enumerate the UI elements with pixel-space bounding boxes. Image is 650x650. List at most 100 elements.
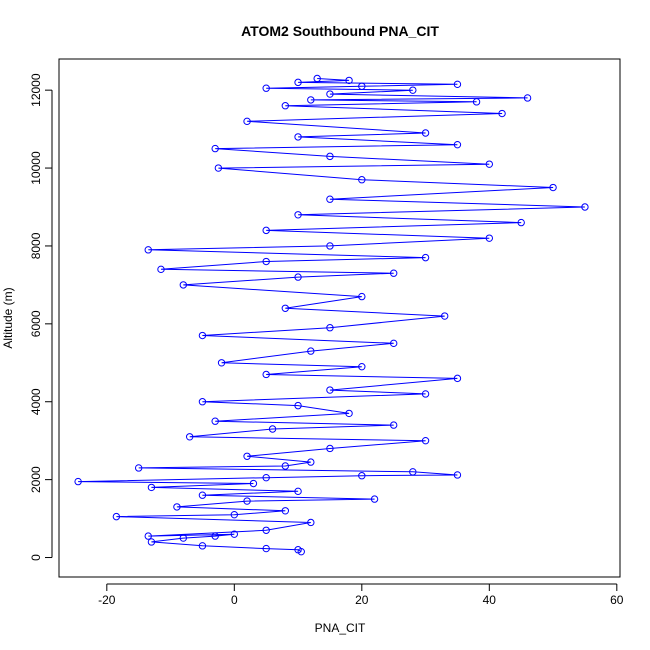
- x-axis: -20 0 20 40 60: [98, 583, 624, 607]
- data-point: [326, 242, 334, 250]
- data-point: [358, 472, 366, 480]
- data-point: [112, 512, 121, 521]
- data-point: [421, 436, 430, 445]
- data-point: [211, 532, 219, 540]
- data-point: [262, 370, 270, 379]
- data-point: [326, 444, 334, 453]
- data-point: [485, 160, 494, 168]
- data-point: [307, 458, 315, 466]
- data-point: [453, 374, 462, 383]
- data-point: [294, 78, 302, 87]
- data-point: [472, 98, 481, 106]
- data-point: [134, 464, 143, 472]
- data-point: [157, 265, 165, 274]
- y-tick-label: 12000: [29, 73, 43, 107]
- data-point: [147, 483, 156, 492]
- data-point: [294, 273, 302, 281]
- data-point: [421, 390, 430, 398]
- data-point: [485, 234, 494, 242]
- plot-area: [58, 58, 621, 578]
- data-point: [421, 129, 430, 137]
- data-point: [281, 507, 290, 515]
- data-point: [262, 526, 270, 534]
- data-point: [74, 477, 82, 486]
- data-point: [453, 80, 462, 89]
- data-point: [144, 532, 152, 540]
- data-point: [307, 518, 315, 527]
- data-point: [294, 133, 302, 141]
- y-axis-label: Altitude (m): [1, 287, 15, 348]
- x-tick-label: 60: [610, 593, 624, 607]
- data-point: [549, 183, 557, 192]
- data-point: [198, 491, 207, 499]
- data-point: [262, 473, 270, 482]
- data-point: [147, 538, 156, 546]
- data-point: [307, 347, 315, 355]
- chart-title: ATOM2 Southbound PNA_CIT: [241, 23, 439, 39]
- data-point: [345, 76, 353, 85]
- data-point: [345, 409, 353, 418]
- data-point: [214, 164, 223, 172]
- x-tick-label: -20: [98, 593, 116, 607]
- data-point: [370, 495, 379, 503]
- data-point: [453, 471, 462, 479]
- data-point: [307, 96, 315, 104]
- y-tick-label: 8000: [29, 232, 43, 259]
- data-point: [358, 176, 366, 184]
- data-point: [281, 102, 290, 110]
- y-tick-label: 2000: [29, 466, 43, 493]
- y-tick-label: 6000: [29, 310, 43, 337]
- data-point: [294, 487, 302, 496]
- data-point: [453, 140, 462, 149]
- x-tick-label: 40: [483, 593, 497, 607]
- data-point: [262, 84, 270, 92]
- data-point: [409, 86, 417, 94]
- data-point: [281, 462, 290, 470]
- data-point: [517, 218, 525, 227]
- data-point: [389, 421, 398, 429]
- data-point: [358, 362, 366, 371]
- data-point: [498, 109, 506, 118]
- data-point: [268, 425, 277, 433]
- data-point: [211, 144, 219, 153]
- data-point: [326, 90, 334, 98]
- data-point: [179, 534, 188, 542]
- data-point: [523, 94, 532, 102]
- data-point: [243, 117, 251, 126]
- data-point: [198, 331, 207, 340]
- series-line: [78, 78, 585, 553]
- data-point: [326, 195, 334, 203]
- data-point: [185, 433, 194, 441]
- data-point: [326, 152, 334, 161]
- data-point: [262, 226, 270, 235]
- data-point: [211, 417, 219, 425]
- x-tick-label: 0: [231, 593, 238, 607]
- y-tick-label: 10000: [29, 151, 43, 185]
- data-point: [440, 312, 449, 320]
- data-point: [389, 269, 398, 277]
- data-point: [313, 74, 321, 83]
- data-point: [243, 452, 251, 460]
- data-point: [294, 401, 302, 410]
- y-tick-label: 4000: [29, 388, 43, 415]
- data-point: [326, 324, 334, 332]
- data-point: [179, 281, 188, 289]
- y-axis: 0 2000 4000 6000 8000 10000 12000: [29, 73, 53, 561]
- series-layer: [74, 74, 589, 556]
- data-point: [173, 503, 181, 511]
- data-point: [217, 359, 226, 367]
- data-point: [294, 211, 302, 219]
- data-point: [198, 542, 207, 550]
- data-point: [421, 253, 430, 262]
- data-point: [389, 339, 398, 348]
- data-point: [581, 203, 589, 211]
- data-point: [326, 386, 334, 394]
- data-point: [144, 246, 152, 254]
- data-point: [262, 544, 270, 553]
- data-point: [198, 398, 207, 406]
- data-point: [230, 530, 239, 538]
- data-point: [243, 497, 251, 505]
- data-point: [249, 479, 258, 488]
- data-point: [262, 257, 270, 266]
